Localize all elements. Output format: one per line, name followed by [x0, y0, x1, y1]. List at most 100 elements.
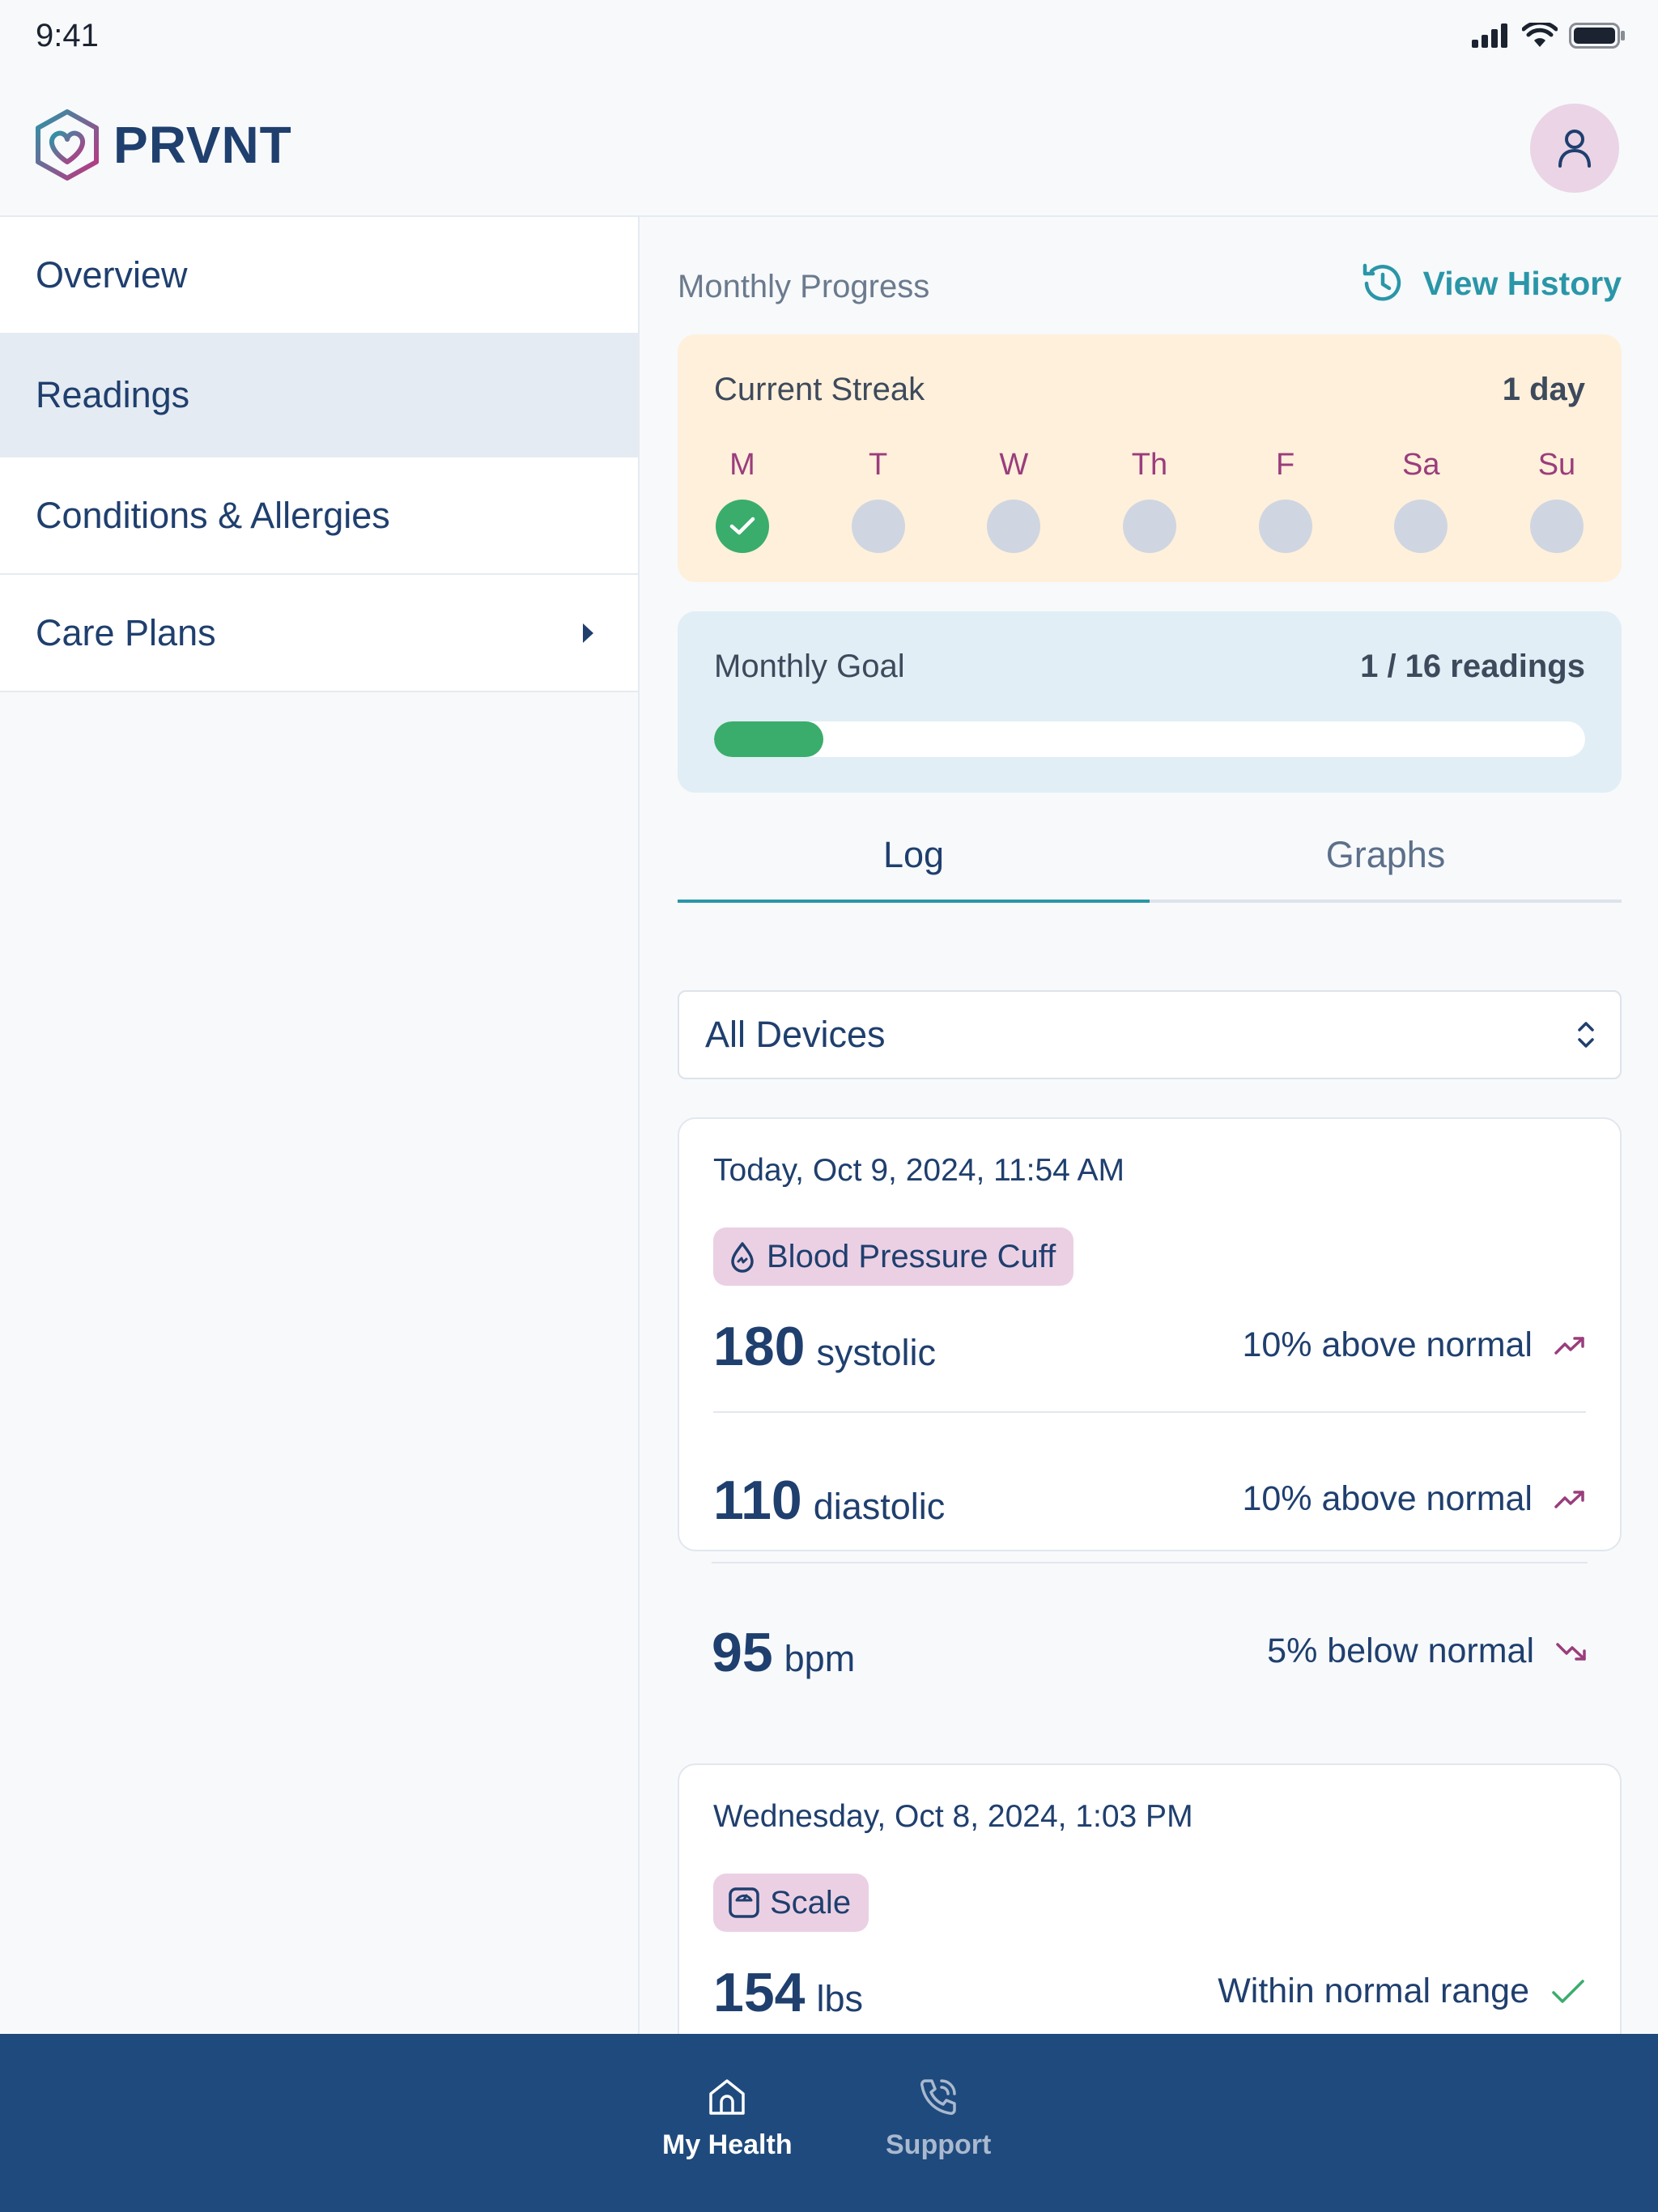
sidebar-item-label: Overview — [36, 253, 188, 296]
metric-unit: bpm — [784, 1638, 856, 1679]
entry-date: Wednesday, Oct 8, 2024, 1:03 PM — [713, 1799, 1193, 1834]
metric-value: 110 — [713, 1470, 802, 1531]
tab-log[interactable]: Log — [678, 820, 1150, 903]
tab-label: My Health — [662, 2129, 793, 2160]
history-icon — [1363, 263, 1401, 301]
metric-value: 180 — [713, 1316, 806, 1377]
battery-icon — [1569, 23, 1625, 49]
streak-day: T — [850, 448, 907, 553]
status-icons — [1472, 23, 1626, 49]
bottom-tab-bar: My Health Support — [0, 2034, 1658, 2212]
sidebar-item-label: Care Plans — [36, 611, 216, 653]
sidebar-item-overview[interactable]: Overview — [0, 217, 638, 334]
prvnt-logo-icon — [36, 109, 99, 181]
metric-value: 95 — [712, 1622, 773, 1683]
view-history-label: View History — [1422, 264, 1622, 302]
streak-day-label: F — [1276, 448, 1295, 482]
sidebar-item-conditions-allergies[interactable]: Conditions & Allergies — [0, 457, 638, 575]
section-title: Monthly Progress — [678, 269, 930, 304]
goal-value: 1 / 16 readings — [1360, 649, 1585, 684]
streak-day: F — [1257, 448, 1314, 553]
metric-status: Within normal range — [1218, 1972, 1529, 2010]
sidebar-item-readings[interactable]: Readings — [0, 334, 638, 457]
checkmark-icon — [1552, 1979, 1584, 2003]
main-content: Monthly Progress View History Current St… — [641, 217, 1658, 2034]
streak-day: W — [985, 448, 1042, 553]
sidebar-item-label: Readings — [36, 374, 190, 415]
metric-unit: diastolic — [813, 1486, 946, 1527]
cellular-signal-icon — [1472, 23, 1507, 48]
tab-graphs[interactable]: Graphs — [1325, 834, 1446, 875]
device-name: Blood Pressure Cuff — [767, 1238, 1056, 1274]
view-tabs: Log Graphs — [678, 820, 1622, 903]
device-filter-value: All Devices — [705, 1014, 886, 1055]
streak-day-empty-dot — [1258, 500, 1312, 553]
entry-date: Today, Oct 9, 2024, 11:54 AM — [713, 1153, 1125, 1188]
goal-progress-bar — [714, 721, 1585, 757]
streak-value: 1 day — [1502, 372, 1585, 407]
sidebar-item-care-plans[interactable]: Care Plans — [0, 575, 638, 692]
goal-progress-fill — [714, 721, 823, 757]
trend-down-icon — [1556, 1642, 1586, 1661]
status-bar: 9:41 — [0, 0, 1658, 73]
streak-day-empty-dot — [1122, 500, 1176, 553]
scale-icon — [729, 1887, 759, 1918]
sidebar-nav: Overview Readings Conditions & Allergies… — [0, 217, 640, 2034]
streak-day-empty-dot — [1529, 500, 1584, 553]
goal-label: Monthly Goal — [714, 649, 905, 684]
streak-day-label: Th — [1131, 448, 1168, 482]
reading-entry[interactable]: Wednesday, Oct 8, 2024, 1:03 PM Scale 15… — [678, 1763, 1622, 2034]
chevron-up-down-icon — [1578, 1022, 1594, 1048]
metric-divider — [713, 1411, 1586, 1413]
sidebar-item-label: Conditions & Allergies — [36, 494, 390, 536]
caret-right-icon — [583, 623, 593, 643]
streak-day-empty-dot — [987, 500, 1041, 553]
metric-unit: systolic — [816, 1332, 936, 1373]
streak-day-label: M — [729, 448, 755, 482]
app-header: PRVNT — [0, 73, 1658, 217]
device-filter-select[interactable]: All Devices — [678, 990, 1622, 1079]
metric-diastolic: 110 diastolic 10% above normal — [713, 1451, 1586, 1548]
streak-day-complete-dot — [716, 500, 769, 553]
metric-value: 154 — [713, 1962, 806, 2023]
wifi-icon — [1522, 23, 1558, 47]
streak-day-label: W — [999, 448, 1029, 482]
metric-systolic: 180 systolic 10% above normal — [713, 1297, 1586, 1394]
current-streak-card: Current Streak 1 day M T W Th F Sa Su — [678, 334, 1622, 582]
home-icon — [709, 2079, 746, 2115]
metric-weight: 154 lbs Within normal range — [713, 1943, 1586, 2034]
streak-day-empty-dot — [1394, 500, 1448, 553]
status-time: 9:41 — [36, 18, 99, 53]
brand-name: PRVNT — [113, 116, 292, 174]
streak-day-label: Su — [1537, 448, 1576, 482]
streak-day-label: T — [869, 448, 888, 482]
tab-label: Support — [886, 2129, 992, 2160]
trend-up-icon — [1554, 1336, 1584, 1355]
streak-day: Su — [1528, 448, 1585, 553]
device-name: Scale — [770, 1884, 852, 1921]
checkmark-icon — [729, 517, 755, 535]
view-history-link[interactable]: View History — [1357, 259, 1622, 308]
phone-call-icon — [920, 2079, 956, 2115]
tab-my-health[interactable]: My Health — [662, 2076, 793, 2161]
metric-pulse: 95 bpm 5% below normal — [712, 1603, 1588, 1700]
progress-header: Monthly Progress View History — [678, 259, 1622, 316]
profile-button[interactable] — [1530, 104, 1619, 193]
user-icon — [1558, 130, 1591, 168]
logo[interactable]: PRVNT — [34, 108, 292, 181]
streak-day: M — [714, 448, 771, 553]
metric-status: 5% below normal — [1267, 1631, 1534, 1670]
reading-entry[interactable]: Today, Oct 9, 2024, 11:54 AM Blood Press… — [678, 1117, 1622, 1551]
metric-status: 10% above normal — [1242, 1325, 1533, 1364]
monthly-goal-card: Monthly Goal 1 / 16 readings — [678, 611, 1622, 793]
blood-drop-icon — [731, 1242, 754, 1273]
streak-day-label: Sa — [1402, 448, 1440, 482]
tab-support[interactable]: Support — [886, 2076, 991, 2161]
streak-day-empty-dot — [851, 500, 905, 553]
streak-day: Th — [1121, 448, 1178, 553]
trend-up-icon — [1554, 1490, 1584, 1508]
metric-status: 10% above normal — [1242, 1479, 1533, 1518]
device-chip: Scale — [713, 1874, 869, 1932]
metric-unit: lbs — [816, 1978, 863, 2019]
streak-days: M T W Th F Sa Su — [714, 448, 1585, 553]
